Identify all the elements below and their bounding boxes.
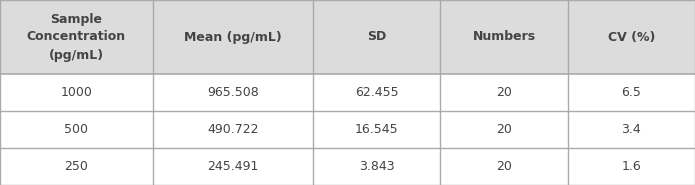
Text: 490.722: 490.722 (207, 123, 259, 136)
Bar (441, 74, 568, 111)
Text: 6.5: 6.5 (621, 86, 641, 99)
Bar (153, 111, 313, 148)
Bar (153, 148, 313, 185)
Text: 62.455: 62.455 (354, 86, 398, 99)
Text: 245.491: 245.491 (207, 160, 259, 173)
Bar (313, 148, 441, 185)
Bar (568, 0, 695, 74)
Bar (0, 74, 153, 111)
Text: SD: SD (367, 31, 386, 43)
Bar (0, 148, 153, 185)
Text: 1000: 1000 (60, 86, 92, 99)
Bar (568, 111, 695, 148)
Text: 20: 20 (496, 123, 512, 136)
Text: 16.545: 16.545 (354, 123, 398, 136)
Text: 20: 20 (496, 160, 512, 173)
Text: 3.4: 3.4 (621, 123, 641, 136)
Text: CV (%): CV (%) (607, 31, 655, 43)
Bar (441, 0, 568, 74)
Text: 250: 250 (65, 160, 88, 173)
Text: Numbers: Numbers (473, 31, 536, 43)
Text: 1.6: 1.6 (621, 160, 641, 173)
Bar (441, 111, 568, 148)
Text: 20: 20 (496, 86, 512, 99)
Bar (568, 74, 695, 111)
Bar (0, 0, 153, 74)
Text: Sample
Concentration
(pg/mL): Sample Concentration (pg/mL) (27, 13, 126, 61)
Bar (568, 148, 695, 185)
Bar (153, 74, 313, 111)
Bar (441, 148, 568, 185)
Text: Mean (pg/mL): Mean (pg/mL) (184, 31, 281, 43)
Bar (0, 111, 153, 148)
Bar (313, 0, 441, 74)
Text: 965.508: 965.508 (207, 86, 259, 99)
Text: 500: 500 (65, 123, 88, 136)
Text: 3.843: 3.843 (359, 160, 395, 173)
Bar (153, 0, 313, 74)
Bar (313, 74, 441, 111)
Bar (313, 111, 441, 148)
